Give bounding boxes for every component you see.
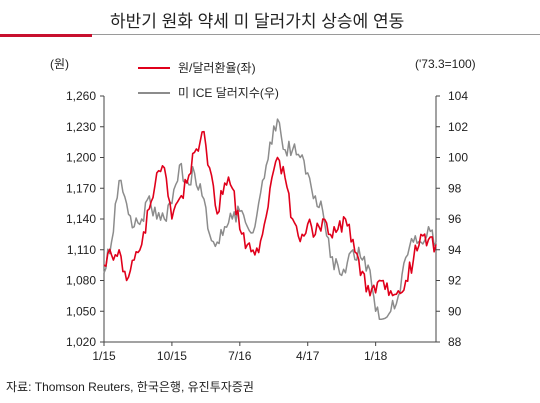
line-chart: (원) ('73.3=100) 원/달러환율(좌) 미 ICE 달러지수(우) …: [50, 57, 476, 363]
right-tick-label: 100: [448, 151, 468, 165]
right-tick-label: 96: [448, 212, 462, 226]
left-tick-label: 1,050: [66, 304, 96, 318]
left-tick-label: 1,170: [66, 181, 96, 195]
right-tick-label: 94: [448, 243, 462, 257]
series-line-dxy: [103, 118, 437, 321]
x-tick-label: 4/17: [296, 349, 320, 363]
legend-label-dxy: 미 ICE 달러지수(우): [178, 86, 279, 100]
left-axis-unit: (원): [50, 57, 69, 71]
title-divider: [0, 34, 540, 35]
source-note: 자료: Thomson Reuters, 한국은행, 유진투자증권: [6, 380, 254, 394]
left-tick-label: 1,200: [66, 151, 96, 165]
left-tick-label: 1,140: [66, 212, 96, 226]
right-tick-label: 98: [448, 181, 462, 195]
right-tick-label: 90: [448, 304, 462, 318]
series-line-krw: [103, 130, 437, 297]
right-axis-unit: ('73.3=100): [415, 57, 476, 71]
chart-title: 하반기 원화 약세 미 달러가치 상승에 연동: [110, 12, 405, 31]
left-tick-label: 1,230: [66, 120, 96, 134]
right-tick-label: 104: [448, 89, 468, 103]
x-tick-label: 10/15: [157, 349, 187, 363]
left-tick-label: 1,080: [66, 274, 96, 288]
right-tick-label: 92: [448, 274, 462, 288]
left-tick-label: 1,260: [66, 89, 96, 103]
right-tick-label: 88: [448, 335, 462, 349]
x-tick-label: 1/18: [364, 349, 388, 363]
right-tick-label: 102: [448, 120, 468, 134]
left-tick-label: 1,020: [66, 335, 96, 349]
title-accent-bar: [0, 34, 92, 37]
left-tick-label: 1,110: [67, 243, 96, 257]
x-tick-label: 1/15: [92, 349, 116, 363]
x-tick-label: 7/16: [228, 349, 252, 363]
legend-label-krw: 원/달러환율(좌): [178, 61, 256, 75]
